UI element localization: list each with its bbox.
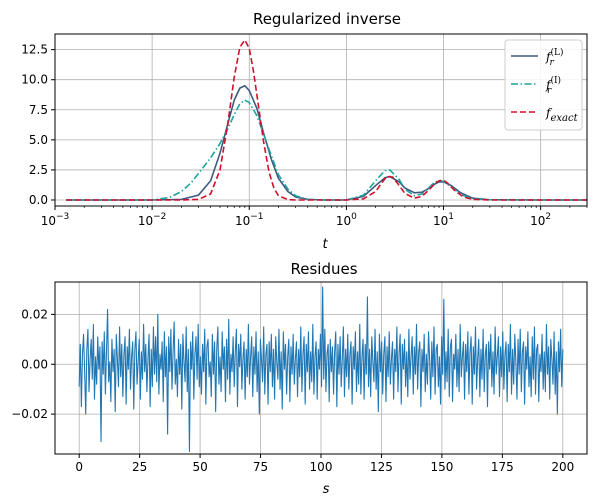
- top-x-axis-label: t: [322, 237, 328, 252]
- legend-label-0: f(L) r: [545, 47, 563, 68]
- bottom-x-tick-label: 125: [370, 460, 393, 474]
- residues-line: [78, 286, 564, 453]
- top-x-tick-label: 10−2: [138, 212, 167, 228]
- top-y-tick-label: 2.5: [29, 163, 48, 177]
- residues-panel: Residues 0 25 50 75 100 125 150 175 200 0.02 0.00…: [11, 260, 588, 497]
- bottom-x-tick-label: 175: [491, 460, 514, 474]
- bottom-y-ticks: 0.02 0.00 −0.02: [11, 307, 55, 421]
- legend: f(L) r f(I) r fexact: [504, 39, 583, 131]
- top-chart-title: Regularized inverse: [253, 10, 401, 28]
- legend-label-2: fexact: [545, 106, 579, 124]
- bottom-series-group: [78, 286, 564, 453]
- bottom-x-tick-label: 100: [310, 460, 333, 474]
- top-x-tick-label: 102: [530, 212, 551, 228]
- bottom-y-tick-label: 0.00: [21, 357, 48, 371]
- bottom-x-tick-label: 150: [430, 460, 453, 474]
- top-y-tick-label: 0.0: [29, 193, 48, 207]
- bottom-x-tick-label: 0: [75, 460, 83, 474]
- top-x-tick-label: 100: [336, 212, 357, 228]
- top-y-tick-label: 5.0: [29, 133, 48, 147]
- bottom-x-ticks: 0 25 50 75 100 125 150 175 200: [75, 454, 574, 474]
- bottom-x-tick-label: 75: [253, 460, 268, 474]
- bottom-x-tick-label: 200: [551, 460, 574, 474]
- legend-box: [504, 39, 583, 131]
- bottom-chart-title: Residues: [290, 260, 357, 278]
- top-x-ticks: 10−3 10−2 10−1 100 101 102: [41, 206, 588, 228]
- bottom-x-tick-label: 50: [192, 460, 207, 474]
- regularized-inverse-panel: Regularized inverse 10−3 10−2 10−1 100 101 10…: [21, 10, 588, 252]
- top-x-tick-label: 10−3: [41, 212, 70, 228]
- top-x-tick-label: 101: [433, 212, 454, 228]
- bottom-y-tick-label: 0.02: [21, 307, 48, 321]
- top-plot-frame: [54, 33, 588, 207]
- top-y-tick-label: 10.0: [21, 73, 48, 87]
- bottom-x-tick-label: 25: [132, 460, 147, 474]
- top-y-tick-label: 12.5: [21, 43, 48, 57]
- top-series-group: [66, 38, 587, 201]
- bottom-y-tick-label: −0.02: [11, 407, 48, 421]
- bottom-x-axis-label: s: [323, 482, 330, 497]
- legend-label-1: f(I) r: [545, 75, 561, 96]
- top-y-tick-label: 7.5: [29, 103, 48, 117]
- top-series-line-2: [66, 38, 587, 201]
- top-y-ticks: 0.0 2.5 5.0 7.5 10.0 12.5: [21, 43, 55, 207]
- top-x-tick-label: 10−1: [235, 212, 264, 228]
